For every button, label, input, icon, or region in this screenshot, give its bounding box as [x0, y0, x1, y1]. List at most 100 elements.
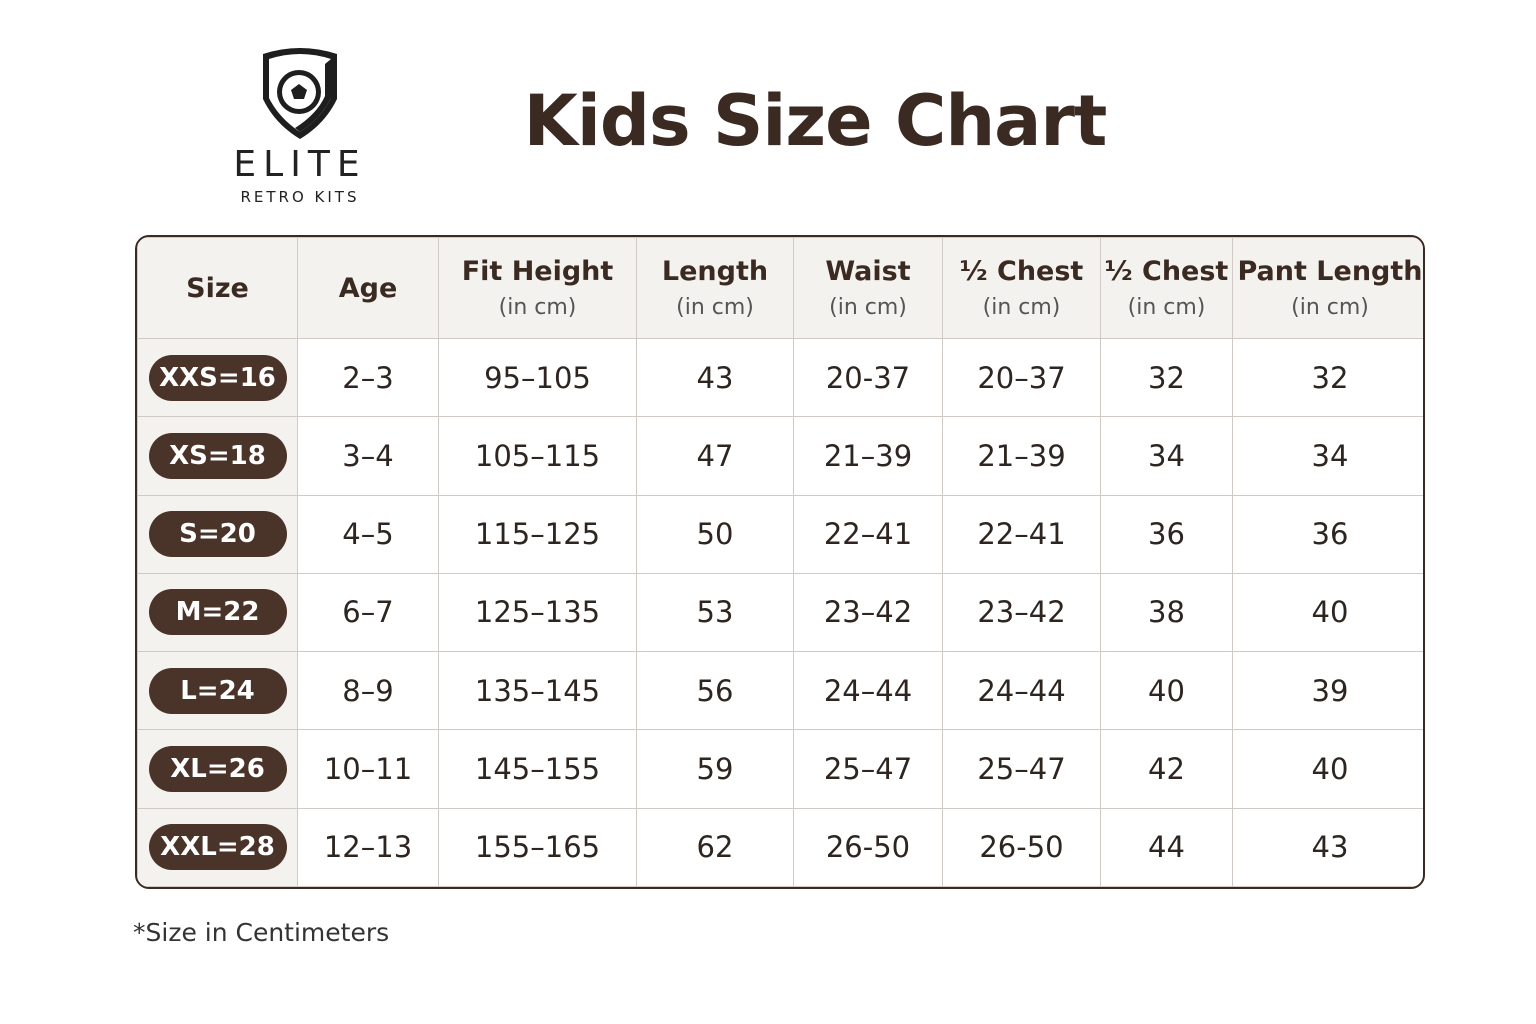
table-row: S=20 4–5 115–125 50 22–41 22–41 36 36: [137, 494, 1423, 574]
table-body: XXS=16 2–3 95–105 43 20-37 20–37 32 32 XS=18 3–4 1…: [137, 337, 1423, 887]
table-row: M=22 6–7 125–135 53 23–42 23–42 38 40: [137, 572, 1423, 653]
table-row: XL=26 10–11 145–155 59 25–47 25–47 42 40: [137, 729, 1423, 809]
size-cell: XXS=16: [137, 337, 298, 418]
table-cell: 47: [636, 416, 794, 496]
header-unit: (in cm): [676, 295, 754, 320]
header-unit: (in cm): [982, 295, 1061, 320]
table-cell: 4–5: [297, 494, 439, 574]
size-cell: XL=26: [137, 729, 298, 809]
table-cell: 43: [1232, 807, 1423, 887]
table-cell: 24–44: [793, 651, 943, 731]
logo-brand: ELITE: [233, 144, 367, 185]
table-row: XXL=28 12–13 155–165 62 26-50 26-50 44 43: [137, 807, 1423, 887]
table-cell: 22–41: [942, 494, 1101, 574]
table-cell: 36: [1100, 494, 1233, 574]
header-cell: Fit Height (in cm): [438, 237, 637, 339]
header-cell: Length (in cm): [636, 237, 794, 339]
logo-tagline: RETRO KITS: [240, 188, 360, 206]
table-cell: 12–13: [297, 807, 439, 887]
table-cell: 21–39: [942, 416, 1101, 496]
header-name: Length: [661, 256, 769, 287]
table-cell: 40: [1100, 651, 1233, 731]
header-name: ½ Chest: [959, 256, 1084, 287]
header-cell: Waist (in cm): [793, 237, 943, 339]
size-badge: XS=18: [148, 432, 287, 479]
table-cell: 135–145: [438, 651, 637, 731]
table-row: L=24 8–9 135–145 56 24–44 24–44 40 39: [137, 651, 1423, 731]
table: Size Age Fit Height (in cm) Length (in cm) Wai…: [137, 237, 1423, 887]
size-badge: L=24: [148, 667, 287, 714]
table-cell: 125–135: [438, 572, 637, 653]
size-cell: M=22: [137, 572, 298, 653]
table-cell: 42: [1100, 729, 1233, 809]
table-cell: 115–125: [438, 494, 637, 574]
size-badge: XL=26: [148, 746, 287, 793]
table-cell: 24–44: [942, 651, 1101, 731]
header-cell: Size: [137, 237, 298, 339]
table-cell: 59: [636, 729, 794, 809]
table-cell: 20-37: [793, 337, 943, 418]
table-cell: 25–47: [793, 729, 943, 809]
size-table: Size Age Fit Height (in cm) Length (in cm) Wai…: [135, 235, 1425, 889]
table-cell: 10–11: [297, 729, 439, 809]
size-cell: L=24: [137, 651, 298, 731]
header-cell: Pant Length (in cm): [1232, 237, 1423, 339]
header-cell: ½ Chest (in cm): [942, 237, 1101, 339]
header-unit: (in cm): [498, 295, 577, 320]
size-cell: S=20: [137, 494, 298, 574]
size-badge: M=22: [148, 589, 287, 636]
header-unit: (in cm): [1291, 295, 1369, 320]
size-badge: S=20: [148, 511, 287, 558]
logo-shield: [263, 48, 337, 139]
table-cell: 34: [1232, 416, 1423, 496]
header-name: ½ Chest: [1104, 256, 1229, 287]
header-cell: ½ Chest (in cm): [1100, 237, 1233, 339]
table-cell: 25–47: [942, 729, 1101, 809]
table-cell: 23–42: [793, 572, 943, 653]
table-cell: 155–165: [438, 807, 637, 887]
table-cell: 2–3: [297, 337, 439, 418]
header-name: Pant Length: [1237, 256, 1423, 287]
table-cell: 39: [1232, 651, 1423, 731]
table-cell: 50: [636, 494, 794, 574]
size-badge: XXL=28: [148, 824, 287, 871]
table-cell: 20–37: [942, 337, 1101, 418]
table-cell: 23–42: [942, 572, 1101, 653]
table-cell: 32: [1100, 337, 1233, 418]
header-name: Age: [338, 272, 398, 304]
header-name: Waist: [825, 256, 911, 287]
table-cell: 32: [1232, 337, 1423, 418]
table-cell: 40: [1232, 572, 1423, 653]
table-cell: 53: [636, 572, 794, 653]
table-cell: 8–9: [297, 651, 439, 731]
table-cell: 3–4: [297, 416, 439, 496]
table-cell: 34: [1100, 416, 1233, 496]
logo: ELITE RETRO KITS: [225, 44, 375, 209]
header-unit: (in cm): [1127, 295, 1206, 320]
table-cell: 6–7: [297, 572, 439, 653]
table-cell: 56: [636, 651, 794, 731]
header-name: Fit Height: [461, 256, 614, 287]
header-cell: Age: [297, 237, 439, 339]
table-cell: 26-50: [793, 807, 943, 887]
table-row: XXS=16 2–3 95–105 43 20-37 20–37 32 32: [137, 337, 1423, 418]
table-cell: 22–41: [793, 494, 943, 574]
table-row: XS=18 3–4 105–115 47 21–39 21–39 34 34: [137, 416, 1423, 496]
header-name: Size: [186, 272, 249, 304]
table-cell: 21–39: [793, 416, 943, 496]
table-cell: 105–115: [438, 416, 637, 496]
table-cell: 26-50: [942, 807, 1101, 887]
size-cell: XS=18: [137, 416, 298, 496]
footnote: *Size in Centimeters: [133, 918, 390, 947]
header-row: Size Age Fit Height (in cm) Length (in cm) Wai…: [137, 237, 1423, 339]
size-cell: XXL=28: [137, 807, 298, 887]
table-cell: 145–155: [438, 729, 637, 809]
table-cell: 44: [1100, 807, 1233, 887]
table-cell: 62: [636, 807, 794, 887]
title: Kids Size Chart: [523, 80, 1108, 162]
table-cell: 38: [1100, 572, 1233, 653]
table-cell: 43: [636, 337, 794, 418]
size-badge: XXS=16: [148, 354, 287, 401]
header-unit: (in cm): [829, 295, 907, 320]
